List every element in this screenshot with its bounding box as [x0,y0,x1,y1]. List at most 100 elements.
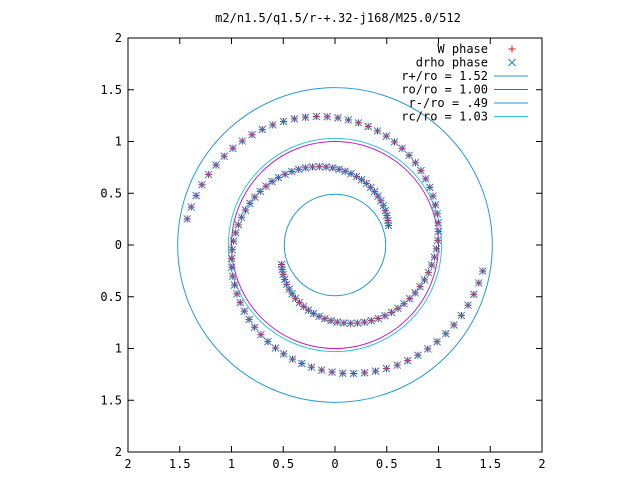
legend-label: r+/ro = 1.52 [401,69,488,83]
drho-phase-point [474,279,483,287]
drho-phase-point [340,319,348,327]
drho-phase-point [308,163,317,171]
drho-phase-point [346,319,355,328]
drho-phase-point [290,114,299,123]
drho-phase-point [352,172,361,181]
drho-phase-point [227,254,236,263]
drho-phase-point [237,213,246,222]
drho-phase-point [403,356,412,365]
drho-phase-point [335,165,343,174]
drho-phase-point [315,162,324,171]
drho-phase-point [279,350,288,358]
drho-phase-point [198,180,206,189]
drho-phase-point [321,314,329,323]
drho-phase-point [304,306,313,315]
drho-phase-point [333,318,342,326]
drho-phase-point [301,163,310,172]
drho-phase-point [229,144,237,153]
legend-label: ro/ro = 1.00 [401,83,488,97]
drho-phase-point [478,267,487,275]
drho-phase-point [416,282,424,291]
drho-phase-point [373,127,382,135]
drho-phase-point [229,237,238,246]
drho-phase-point [282,280,291,289]
drho-phase-point [450,321,458,329]
drho-phase-point [424,268,433,277]
drho-phase-point [220,152,229,161]
drho-phase-point [187,203,196,211]
drho-phase-point [285,285,293,294]
drho-phase-point [248,130,256,139]
drho-phase-point [353,319,362,327]
drho-phase-point [280,275,289,284]
drho-phase-point [301,113,310,122]
drho-phase-point [257,330,265,339]
y-tick-label: 1.5 [100,393,122,407]
drho-phase-point [383,211,391,220]
drho-phase-point [382,364,391,373]
drho-phase-point [374,192,382,201]
drho-phase-point [323,112,332,121]
legend-label: drho phase [416,56,488,70]
x-tick-label: 2 [538,457,545,471]
drho-phase-point [432,244,441,253]
drho-phase-point [405,151,413,160]
axis-ticks: 2 1.5 1 0.5 0 0.5 1 1.5 221.510.500.511.52 [100,31,545,471]
legend-label: rc/ro = 1.03 [401,110,488,124]
drho-phase-point [349,369,358,378]
drho-phase-point [233,290,241,298]
data-points [183,112,487,378]
chart-title: m2/n1.5/q1.5/r-+.32-j168/M25.0/512 [215,11,461,25]
drho-phase-point [204,170,213,179]
drho-phase-point [420,276,429,284]
legend-swatch-marker [508,58,516,67]
drho-phase-point [347,169,355,178]
drho-phase-point [433,236,442,245]
drho-phase-point [464,301,472,310]
drho-phase-point [411,289,420,297]
y-tick-label: 0.5 [100,186,122,200]
drho-phase-point [344,116,353,124]
drho-phase-point [309,309,318,318]
y-tick-label: 0 [115,238,122,252]
drho-phase-point [238,137,247,145]
drho-phase-point [433,209,442,218]
drho-phase-point [354,118,363,127]
drho-phase-point [241,206,250,214]
drho-phase-point [274,173,283,182]
drho-phase-point [236,298,245,307]
drho-phase-point [234,221,243,229]
drho-phase-point [287,167,296,176]
x-tick-label: 1 [435,457,442,471]
drho-phase-point [278,265,286,274]
drho-phase-point [384,216,392,225]
reference-circles [177,87,493,403]
circle-rro [177,87,493,403]
legend-swatch-marker [508,45,516,53]
drho-phase-point [227,263,236,272]
drho-phase-point [374,314,383,323]
y-tick-label: 1 [115,342,122,356]
drho-phase-point [271,344,280,352]
drho-phase-point [307,363,316,372]
legend-label: W phase [437,42,488,56]
drho-phase-point [231,229,240,237]
drho-phase-point [417,166,425,175]
drho-phase-point [183,215,192,223]
drho-phase-point [192,191,200,200]
drho-phase-point [246,199,254,208]
drho-phase-point [382,132,391,140]
drho-phase-point [381,206,390,215]
drho-phase-point [381,311,389,320]
drho-phase-point [360,368,369,377]
x-tick-label: 1 [228,457,235,471]
drho-phase-point [240,307,249,315]
drho-phase-point [433,337,441,346]
drho-phase-point [434,218,443,227]
drho-phase-point [288,289,296,298]
y-tick-label: 2 [115,445,122,459]
drho-phase-point [328,164,337,172]
drho-phase-point [362,179,371,188]
